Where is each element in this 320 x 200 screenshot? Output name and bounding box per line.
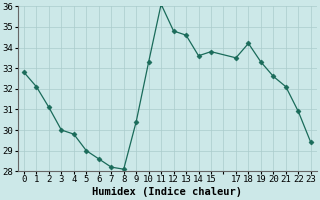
X-axis label: Humidex (Indice chaleur): Humidex (Indice chaleur): [92, 187, 242, 197]
